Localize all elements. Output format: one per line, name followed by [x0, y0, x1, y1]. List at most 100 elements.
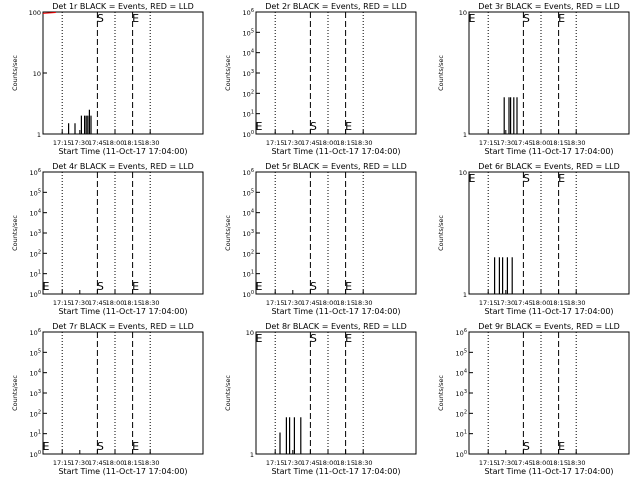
marker-e: E [345, 120, 352, 133]
plot-frame [468, 11, 630, 135]
y-tick-label: 100 [29, 9, 41, 17]
y-tick-label: 102 [243, 249, 254, 258]
panel-title: Det 6r BLACK = Events, RED = LLD [478, 162, 620, 171]
marker-e: E [256, 332, 263, 345]
plot-frame [42, 11, 204, 135]
marker-e: E [256, 280, 263, 293]
y-tick-label: 100 [456, 450, 467, 459]
marker-s: S [523, 440, 530, 453]
x-tick-label: 18:00 [319, 139, 338, 147]
x-tick-label: 17:45 [514, 299, 533, 307]
x-axis-label: Start Time (11-Oct-17 17:04:00) [484, 467, 613, 476]
plot-frame [255, 11, 417, 135]
marker-e: E [43, 280, 50, 293]
y-tick-label: 102 [243, 89, 254, 98]
y-tick-label: 106 [30, 168, 41, 177]
y-tick-label: 102 [30, 249, 41, 258]
marker-s: S [523, 12, 530, 25]
marker-e: E [43, 440, 50, 453]
x-tick-label: 18:15 [336, 459, 355, 467]
marker-e: E [345, 332, 352, 345]
x-tick-label: 17:30 [283, 139, 302, 147]
y-axis-label: Counts/sec [437, 55, 445, 91]
x-tick-label: 18:00 [532, 139, 551, 147]
panel-title: Det 7r BLACK = Events, RED = LLD [52, 322, 194, 331]
x-tick-label: 17:15 [266, 139, 285, 147]
y-tick-label: 106 [243, 8, 254, 17]
marker-e: E [132, 440, 139, 453]
x-tick-label: 18:00 [319, 299, 338, 307]
y-tick-label: 104 [456, 369, 467, 378]
x-tick-label: 17:30 [70, 459, 89, 467]
x-tick-label: 17:45 [301, 299, 320, 307]
y-tick-label: 1 [250, 451, 254, 459]
x-tick-label: 17:15 [266, 299, 285, 307]
plot-frame [255, 171, 417, 295]
marker-e: E [256, 120, 263, 133]
y-tick-label: 104 [30, 369, 41, 378]
x-axis-label: Start Time (11-Oct-17 17:04:00) [271, 467, 400, 476]
plot-frame [468, 331, 630, 455]
y-tick-label: 105 [243, 28, 254, 37]
plot-frame [42, 331, 204, 455]
x-tick-label: 18:15 [336, 139, 355, 147]
x-tick-label: 17:15 [53, 139, 72, 147]
x-tick-label: 18:30 [141, 299, 160, 307]
x-tick-label: 17:45 [88, 139, 107, 147]
x-axis-label: Start Time (11-Oct-17 17:04:00) [271, 307, 400, 316]
marker-e: E [132, 12, 139, 25]
x-tick-label: 17:15 [479, 139, 498, 147]
y-tick-label: 104 [243, 49, 254, 58]
marker-s: S [310, 280, 317, 293]
y-tick-label: 105 [30, 348, 41, 357]
x-tick-label: 17:30 [496, 299, 515, 307]
x-tick-label: 18:30 [354, 459, 373, 467]
x-tick-label: 17:30 [496, 459, 515, 467]
x-tick-label: 18:30 [567, 459, 586, 467]
y-tick-label: 103 [30, 389, 41, 398]
y-tick-label: 100 [30, 450, 41, 459]
x-tick-label: 17:15 [479, 459, 498, 467]
y-tick-label: 100 [243, 290, 254, 299]
y-tick-label: 106 [30, 328, 41, 337]
y-tick-label: 1 [463, 291, 467, 299]
x-tick-label: 18:15 [123, 299, 142, 307]
panel-title: Det 8r BLACK = Events, RED = LLD [265, 322, 407, 331]
y-tick-label: 101 [456, 430, 467, 439]
x-tick-label: 17:45 [301, 139, 320, 147]
marker-s: S [97, 440, 104, 453]
x-tick-label: 18:15 [123, 139, 142, 147]
y-axis-label: Counts/sec [11, 215, 19, 251]
panel-title: Det 5r BLACK = Events, RED = LLD [265, 162, 407, 171]
x-tick-label: 18:15 [549, 299, 568, 307]
y-axis-label: Counts/sec [11, 55, 19, 91]
x-axis-label: Start Time (11-Oct-17 17:04:00) [271, 147, 400, 156]
marker-s: S [97, 280, 104, 293]
marker-e: E [469, 172, 476, 185]
y-tick-label: 103 [456, 389, 467, 398]
panel-title: Det 3r BLACK = Events, RED = LLD [478, 2, 620, 11]
y-tick-label: 103 [243, 69, 254, 78]
x-tick-label: 18:00 [532, 299, 551, 307]
x-tick-label: 17:30 [496, 139, 515, 147]
x-tick-label: 18:30 [567, 299, 586, 307]
y-axis-label: Counts/sec [224, 375, 232, 411]
x-tick-label: 18:00 [532, 459, 551, 467]
y-tick-label: 106 [243, 168, 254, 177]
x-tick-label: 17:15 [53, 459, 72, 467]
x-tick-label: 18:30 [141, 139, 160, 147]
y-tick-label: 1 [463, 131, 467, 139]
y-tick-label: 10 [33, 70, 41, 78]
x-tick-label: 17:45 [301, 459, 320, 467]
y-tick-label: 100 [30, 290, 41, 299]
y-tick-label: 103 [30, 229, 41, 238]
plot-frame [42, 171, 204, 295]
plot-frame [468, 171, 630, 295]
x-tick-label: 18:00 [106, 459, 125, 467]
x-tick-label: 17:15 [479, 299, 498, 307]
